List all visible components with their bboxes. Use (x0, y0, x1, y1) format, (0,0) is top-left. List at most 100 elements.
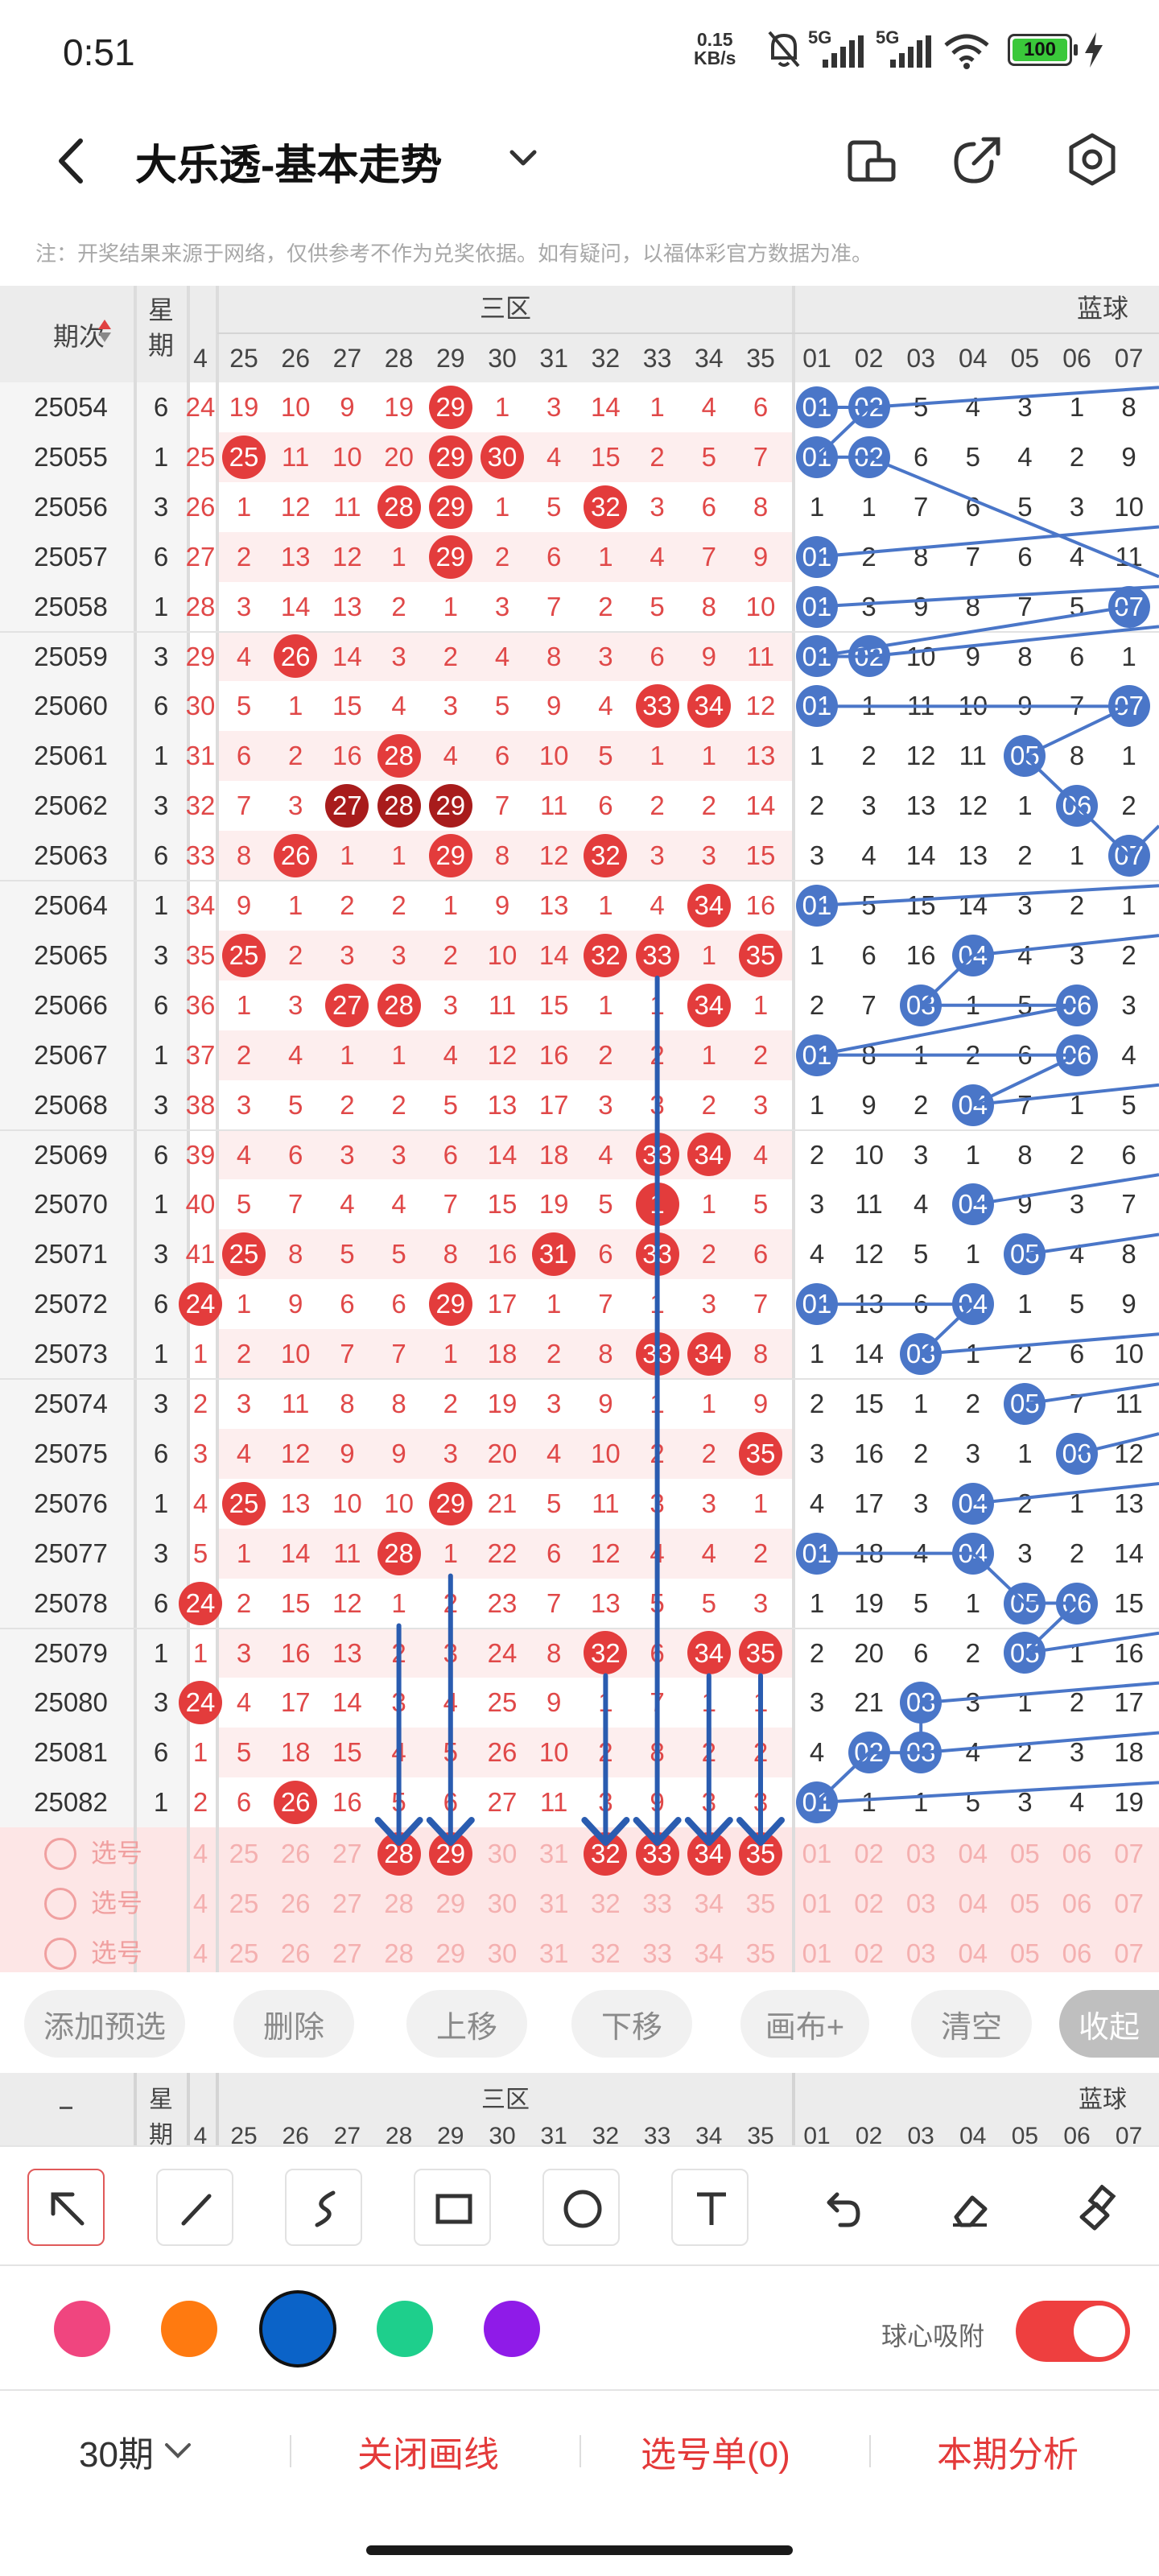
weekday-cell: 6 (153, 1737, 169, 1768)
number-ball (739, 1631, 782, 1675)
front-cell: 34 (694, 1637, 724, 1668)
front-cell: 15 (280, 1587, 311, 1618)
pick-front-cell: 31 (538, 1839, 569, 1869)
color-swatch[interactable] (54, 2301, 110, 2357)
front-cell: 40 (185, 1189, 216, 1220)
delete-button[interactable]: 删除 (233, 1990, 354, 2058)
back-cell: 3 (809, 1438, 825, 1468)
back-cell: 1 (1069, 840, 1085, 871)
back-cell: 05 (1010, 1587, 1040, 1618)
front-cell: 6 (443, 1139, 458, 1170)
front-cell: 41 (185, 1239, 216, 1269)
pick-back-cell: 02 (854, 1938, 884, 1968)
period-selector[interactable]: 30期 (79, 2391, 196, 2512)
number-ball (222, 1232, 266, 1277)
number-ball (687, 684, 731, 729)
back-cell: 4 (965, 1737, 980, 1768)
front-cell: 5 (236, 1737, 252, 1768)
back-cell: 1 (861, 491, 876, 522)
front-cell: 1 (598, 541, 613, 572)
period-cell: 25075 (34, 1438, 108, 1468)
phone-rotate-icon[interactable] (843, 131, 900, 188)
battery-level: 100 (1013, 39, 1067, 61)
color-swatch[interactable] (259, 2290, 336, 2368)
period-cell: 25077 (34, 1538, 108, 1568)
eraser-tool[interactable] (929, 2169, 1006, 2246)
undo-icon (827, 2192, 860, 2227)
pick-radio[interactable] (44, 1887, 76, 1920)
back-cell: 1 (809, 1587, 825, 1618)
front-cell: 19 (229, 392, 259, 422)
share-icon[interactable] (950, 131, 1006, 188)
number-ball (179, 1581, 222, 1625)
chevron-down-icon[interactable] (505, 142, 541, 175)
front-cell: 26 (185, 491, 216, 522)
back-cell: 15 (854, 1389, 884, 1418)
front-cell: 2 (236, 1039, 252, 1070)
back-cell: 03 (905, 1687, 936, 1718)
back-arrow-icon[interactable] (48, 133, 97, 189)
back-cell: 1 (1121, 741, 1136, 771)
rectangle-icon (435, 2194, 472, 2224)
undo-tool[interactable] (800, 2169, 877, 2246)
front-cell: 3 (391, 1139, 406, 1170)
front-cell: 25 (185, 441, 216, 472)
front-cell: 6 (650, 1637, 665, 1668)
number-ball (687, 1631, 731, 1675)
snap-toggle[interactable] (1016, 2301, 1130, 2362)
front-cell: 1 (391, 840, 406, 871)
back-cell: 2 (1017, 840, 1033, 871)
move-up-button[interactable]: 上移 (406, 1990, 527, 2058)
pick-radio[interactable] (44, 1937, 76, 1970)
front-cell: 24 (487, 1637, 518, 1668)
back-cell: 13 (958, 840, 988, 871)
front-cell: 4 (443, 1687, 458, 1718)
text-tool[interactable] (671, 2169, 749, 2246)
rectangle-tool[interactable] (414, 2169, 491, 2246)
back-cell: 07 (1114, 840, 1144, 871)
back-cell: 14 (1114, 1538, 1144, 1568)
curve-tool[interactable] (285, 2169, 362, 2246)
clear-button[interactable]: 清空 (911, 1990, 1032, 2058)
period-cell: 25074 (34, 1389, 108, 1418)
front-cell: 3 (236, 1389, 252, 1418)
front-cell: 35 (745, 1637, 776, 1668)
pick-radio[interactable] (44, 1838, 76, 1871)
number-ball (428, 385, 472, 429)
pick-list-button[interactable]: 选号单(0) (641, 2435, 790, 2475)
back-cell: 04 (958, 939, 988, 970)
front-cell: 5 (391, 1239, 406, 1269)
settings-icon[interactable] (1064, 131, 1120, 188)
back-cell: 5 (914, 392, 929, 422)
analysis-button[interactable]: 本期分析 (937, 2435, 1079, 2475)
front-cell: 4 (391, 1737, 406, 1768)
front-cell: 1 (494, 491, 510, 522)
back-cell: 04 (958, 1538, 988, 1568)
clear-brush-tool[interactable] (1058, 2169, 1135, 2246)
row-stripe (217, 1229, 792, 1280)
sort-icon[interactable] (98, 320, 111, 329)
collapse-button[interactable]: 收起 (1059, 1990, 1159, 2058)
select-arrow-tool[interactable] (27, 2169, 105, 2246)
color-swatch[interactable] (484, 2301, 540, 2357)
back-cell: 02 (854, 392, 884, 422)
circle-tool[interactable] (542, 2169, 620, 2246)
pick-front-cell: 26 (280, 1938, 311, 1968)
back-cell: 2 (1069, 890, 1085, 920)
close-lines-button[interactable]: 关闭画线 (357, 2435, 499, 2475)
weekday-cell: 1 (153, 1039, 169, 1070)
color-swatch[interactable] (377, 2301, 433, 2357)
front-cell: 10 (745, 591, 776, 621)
color-swatch[interactable] (161, 2301, 217, 2357)
front-cell: 12 (538, 840, 569, 871)
front-cell: 1 (753, 989, 769, 1020)
move-down-button[interactable]: 下移 (571, 1990, 692, 2058)
page-title[interactable]: 大乐透-基本走势 (135, 142, 443, 189)
line-tool[interactable] (156, 2169, 233, 2246)
back-cell: 11 (1115, 1389, 1143, 1418)
canvas-plus-button[interactable]: 画布+ (740, 1990, 869, 2058)
front-cell: 6 (753, 1239, 769, 1269)
add-preselect-button[interactable]: 添加预选 (24, 1990, 185, 2058)
front-cell: 4 (391, 1189, 406, 1220)
number-ball (377, 784, 421, 828)
